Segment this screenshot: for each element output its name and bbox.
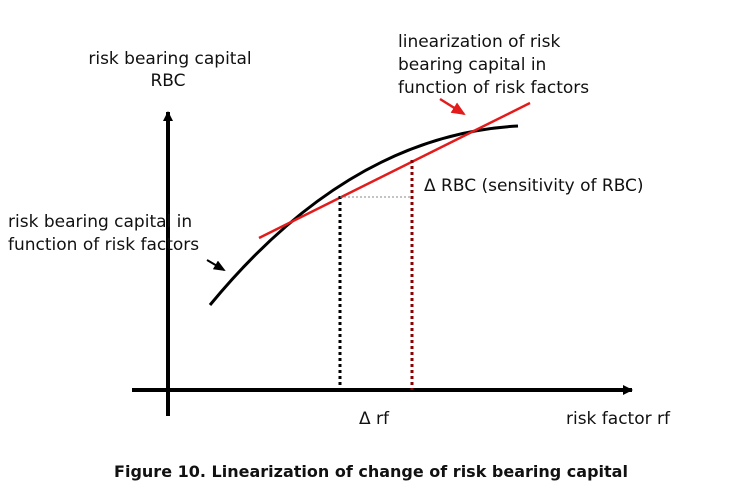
delta-rbc-label: Δ RBC (sensitivity of RBC) [424,176,644,196]
linearization-label-line1: linearization of risk [398,32,560,52]
figure-caption: Figure 10. Linearization of change of ri… [114,462,628,481]
linearization-label-line3: function of risk factors [398,78,589,98]
y-axis-label-line2: RBC [150,71,185,91]
delta-rf-label: Δ rf [359,409,390,429]
rbc-curve [208,124,519,306]
curve-label-line2: function of risk factors [8,235,199,255]
linearization-diagram: risk bearing capital RBC linearization o… [8,32,671,429]
curve-label-line1: risk bearing capital in [8,212,192,232]
x-axis-label: risk factor rf [566,409,671,429]
curve-arrow [206,259,226,272]
linearization-line [258,101,531,240]
linearization-arrow [439,97,466,116]
linearization-label-line2: bearing capital in [398,55,546,75]
y-axis-label-line1: risk bearing capital [88,49,251,69]
